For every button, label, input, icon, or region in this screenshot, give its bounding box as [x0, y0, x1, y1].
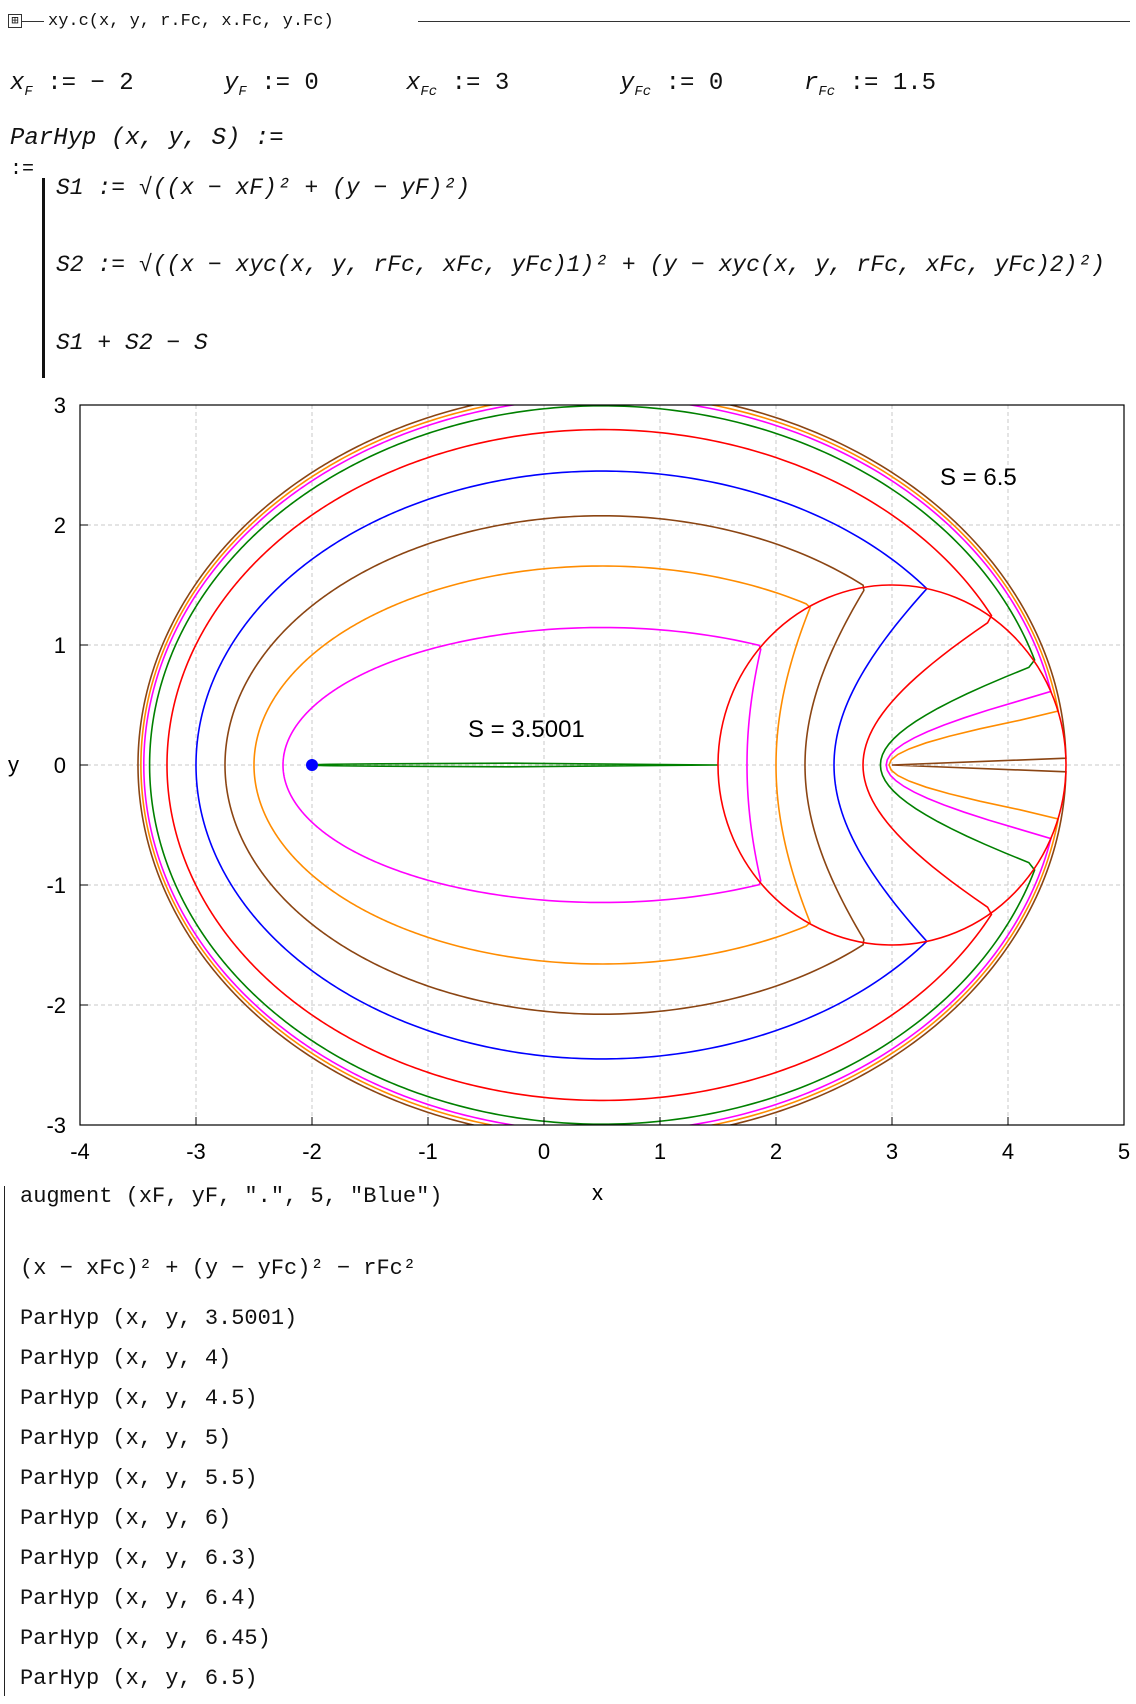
x-tick-label: 0: [538, 1139, 550, 1164]
plot-expr-s6[interactable]: ParHyp (x, y, 6): [20, 1506, 232, 1531]
y-tick-label: 0: [54, 753, 66, 778]
series-line-S-6-3: [148, 405, 1036, 1125]
definition-yFc[interactable]: yFc := 0: [620, 70, 724, 100]
x-tick-label: -3: [186, 1139, 206, 1164]
plot-expr-s5[interactable]: ParHyp (x, y, 5): [20, 1426, 232, 1451]
plot-expr-s6-5[interactable]: ParHyp (x, y, 6.5): [20, 1666, 258, 1691]
annotation-s-6-5: S = 6.5: [940, 464, 1017, 491]
x-tick-label: 4: [1002, 1139, 1014, 1164]
plot-expr-s6-4[interactable]: ParHyp (x, y, 6.4): [20, 1586, 258, 1611]
series-line-S-6-4: [143, 405, 1052, 1125]
x-tick-label: -2: [302, 1139, 322, 1164]
focus-point-marker: [306, 759, 318, 771]
series-line-S-4: [282, 626, 762, 904]
series-line-S-4-5: [253, 565, 812, 965]
function-header[interactable]: ParHyp (x, y, S) :=: [10, 125, 284, 152]
program-line-s2[interactable]: S2 := √((x − xyc(x, y, rFc, xFc, yFc)1)²…: [56, 252, 1105, 278]
x-tick-label: -4: [70, 1139, 90, 1164]
plot-expr-s4-5[interactable]: ParHyp (x, y, 4.5): [20, 1386, 258, 1411]
program-line-s1[interactable]: S1 := √((x − xF)² + (y − yF)²): [56, 175, 471, 201]
y-tick-label: 1: [54, 633, 66, 658]
x-tick-label: 1: [654, 1139, 666, 1164]
y-tick-label: -1: [46, 873, 66, 898]
program-line-result[interactable]: S1 + S2 − S: [56, 330, 208, 356]
plot-expr-augment[interactable]: augment (xF, yF, ".", 5, "Blue"): [20, 1184, 443, 1209]
x-tick-label: 3: [886, 1139, 898, 1164]
y-tick-label: 3: [54, 393, 66, 418]
x-tick-label: 2: [770, 1139, 782, 1164]
y-tick-label: 2: [54, 513, 66, 538]
program-bar: [42, 178, 45, 378]
constraint-circle: [717, 584, 1067, 946]
x-tick-label: -1: [418, 1139, 438, 1164]
region-divider: [418, 21, 1130, 22]
definition-rFc[interactable]: rFc := 1.5: [804, 70, 937, 100]
y-tick-label: -2: [46, 993, 66, 1018]
plot-expr-s6-3[interactable]: ParHyp (x, y, 6.3): [20, 1546, 258, 1571]
x-axis-label: x: [592, 1180, 603, 1205]
plot-expr-s5-5[interactable]: ParHyp (x, y, 5.5): [20, 1466, 258, 1491]
series-line-S-6-5: [137, 405, 1067, 1125]
x-tick-label: 5: [1118, 1139, 1130, 1164]
plot-expr-s4[interactable]: ParHyp (x, y, 4): [20, 1346, 232, 1371]
plot-expr-s3-5001[interactable]: ParHyp (x, y, 3.5001): [20, 1306, 298, 1331]
curves-layer: [137, 405, 1067, 1125]
y-axis-label: y: [8, 752, 19, 777]
series-line-S-5: [224, 515, 865, 1015]
program-assign: :=: [10, 158, 35, 181]
definition-xFc[interactable]: xFc := 3: [406, 70, 510, 100]
collapsed-region-header[interactable]: ⊞ xy.c(x, y, r.Fc, x.Fc, y.Fc): [8, 10, 1132, 36]
definition-yF[interactable]: yF := 0: [224, 70, 319, 100]
y-tick-label: -3: [46, 1113, 66, 1138]
expression-brace: [4, 1186, 15, 1696]
series-line-S-6: [166, 428, 993, 1102]
series-line-S-5-5: [195, 470, 928, 1060]
expand-region-icon[interactable]: ⊞: [8, 14, 22, 28]
region-connector-line: [22, 21, 44, 22]
plot-expr-s6-45[interactable]: ParHyp (x, y, 6.45): [20, 1626, 271, 1651]
definition-xF[interactable]: xF := − 2: [10, 70, 134, 100]
region-label: xy.c(x, y, r.Fc, x.Fc, y.Fc): [48, 12, 334, 31]
plot-expr-circle[interactable]: (x − xFc)² + (y − yFc)² − rFc²: [20, 1256, 417, 1281]
annotation-s-3-5001: S = 3.5001: [468, 716, 585, 743]
series-line-S-6-45: [140, 405, 1060, 1125]
